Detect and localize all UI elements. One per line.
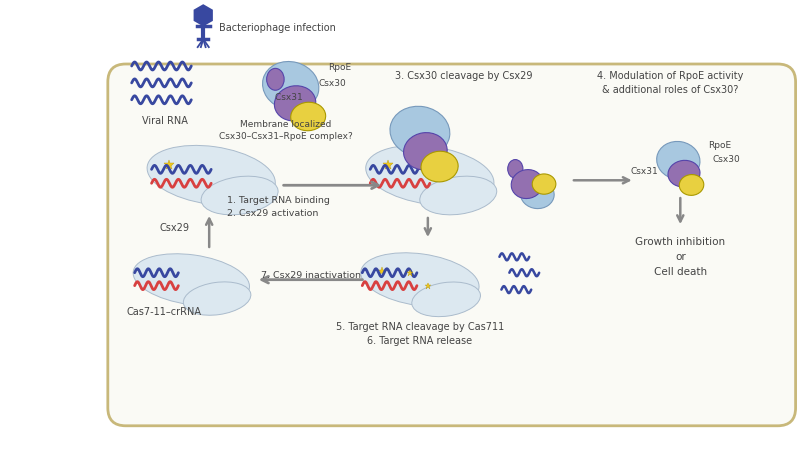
Text: Bacteriophage infection: Bacteriophage infection	[219, 23, 336, 33]
Ellipse shape	[520, 180, 554, 208]
Text: Csx29: Csx29	[159, 223, 190, 233]
Text: 5. Target RNA cleavage by Cas711
6. Target RNA release: 5. Target RNA cleavage by Cas711 6. Targ…	[336, 323, 504, 346]
Ellipse shape	[421, 151, 458, 182]
Text: Growth inhibition
or
Cell death: Growth inhibition or Cell death	[635, 237, 726, 277]
Ellipse shape	[360, 253, 479, 307]
Ellipse shape	[657, 142, 700, 179]
Ellipse shape	[133, 254, 250, 306]
Text: 7. Csx29 inactivation: 7. Csx29 inactivation	[260, 271, 360, 280]
Ellipse shape	[267, 68, 284, 90]
Ellipse shape	[668, 160, 700, 187]
Ellipse shape	[403, 132, 447, 170]
Ellipse shape	[201, 176, 278, 215]
Ellipse shape	[532, 174, 556, 194]
Text: 4. Modulation of RpoE activity
& additional roles of Csx30?: 4. Modulation of RpoE activity & additio…	[597, 71, 743, 95]
Text: RpoE: RpoE	[708, 141, 731, 150]
Ellipse shape	[680, 175, 704, 195]
Text: Cas7-11–crRNA: Cas7-11–crRNA	[127, 307, 202, 317]
FancyBboxPatch shape	[107, 64, 796, 426]
Ellipse shape	[275, 86, 316, 121]
Text: RpoE: RpoE	[329, 64, 351, 72]
Text: Csx30: Csx30	[712, 155, 740, 164]
Text: Csx31: Csx31	[631, 167, 659, 176]
Ellipse shape	[507, 160, 523, 178]
Ellipse shape	[291, 102, 326, 131]
Ellipse shape	[183, 282, 250, 315]
Ellipse shape	[390, 106, 450, 157]
Ellipse shape	[511, 170, 543, 198]
Text: Viral RNA: Viral RNA	[141, 116, 187, 126]
Text: 1. Target RNA binding
2. Csx29 activation: 1. Target RNA binding 2. Csx29 activatio…	[227, 197, 330, 218]
Text: Csx31: Csx31	[275, 93, 309, 102]
Ellipse shape	[420, 176, 497, 215]
Ellipse shape	[263, 61, 319, 110]
Text: 3. Csx30 cleavage by Csx29: 3. Csx30 cleavage by Csx29	[395, 71, 532, 81]
Ellipse shape	[147, 146, 276, 205]
Ellipse shape	[412, 282, 481, 317]
Ellipse shape	[366, 146, 494, 205]
Text: Csx30: Csx30	[318, 79, 347, 88]
Polygon shape	[194, 4, 213, 26]
Text: Membrane localized
Csx30–Csx31–RpoE complex?: Membrane localized Csx30–Csx31–RpoE comp…	[219, 120, 352, 141]
